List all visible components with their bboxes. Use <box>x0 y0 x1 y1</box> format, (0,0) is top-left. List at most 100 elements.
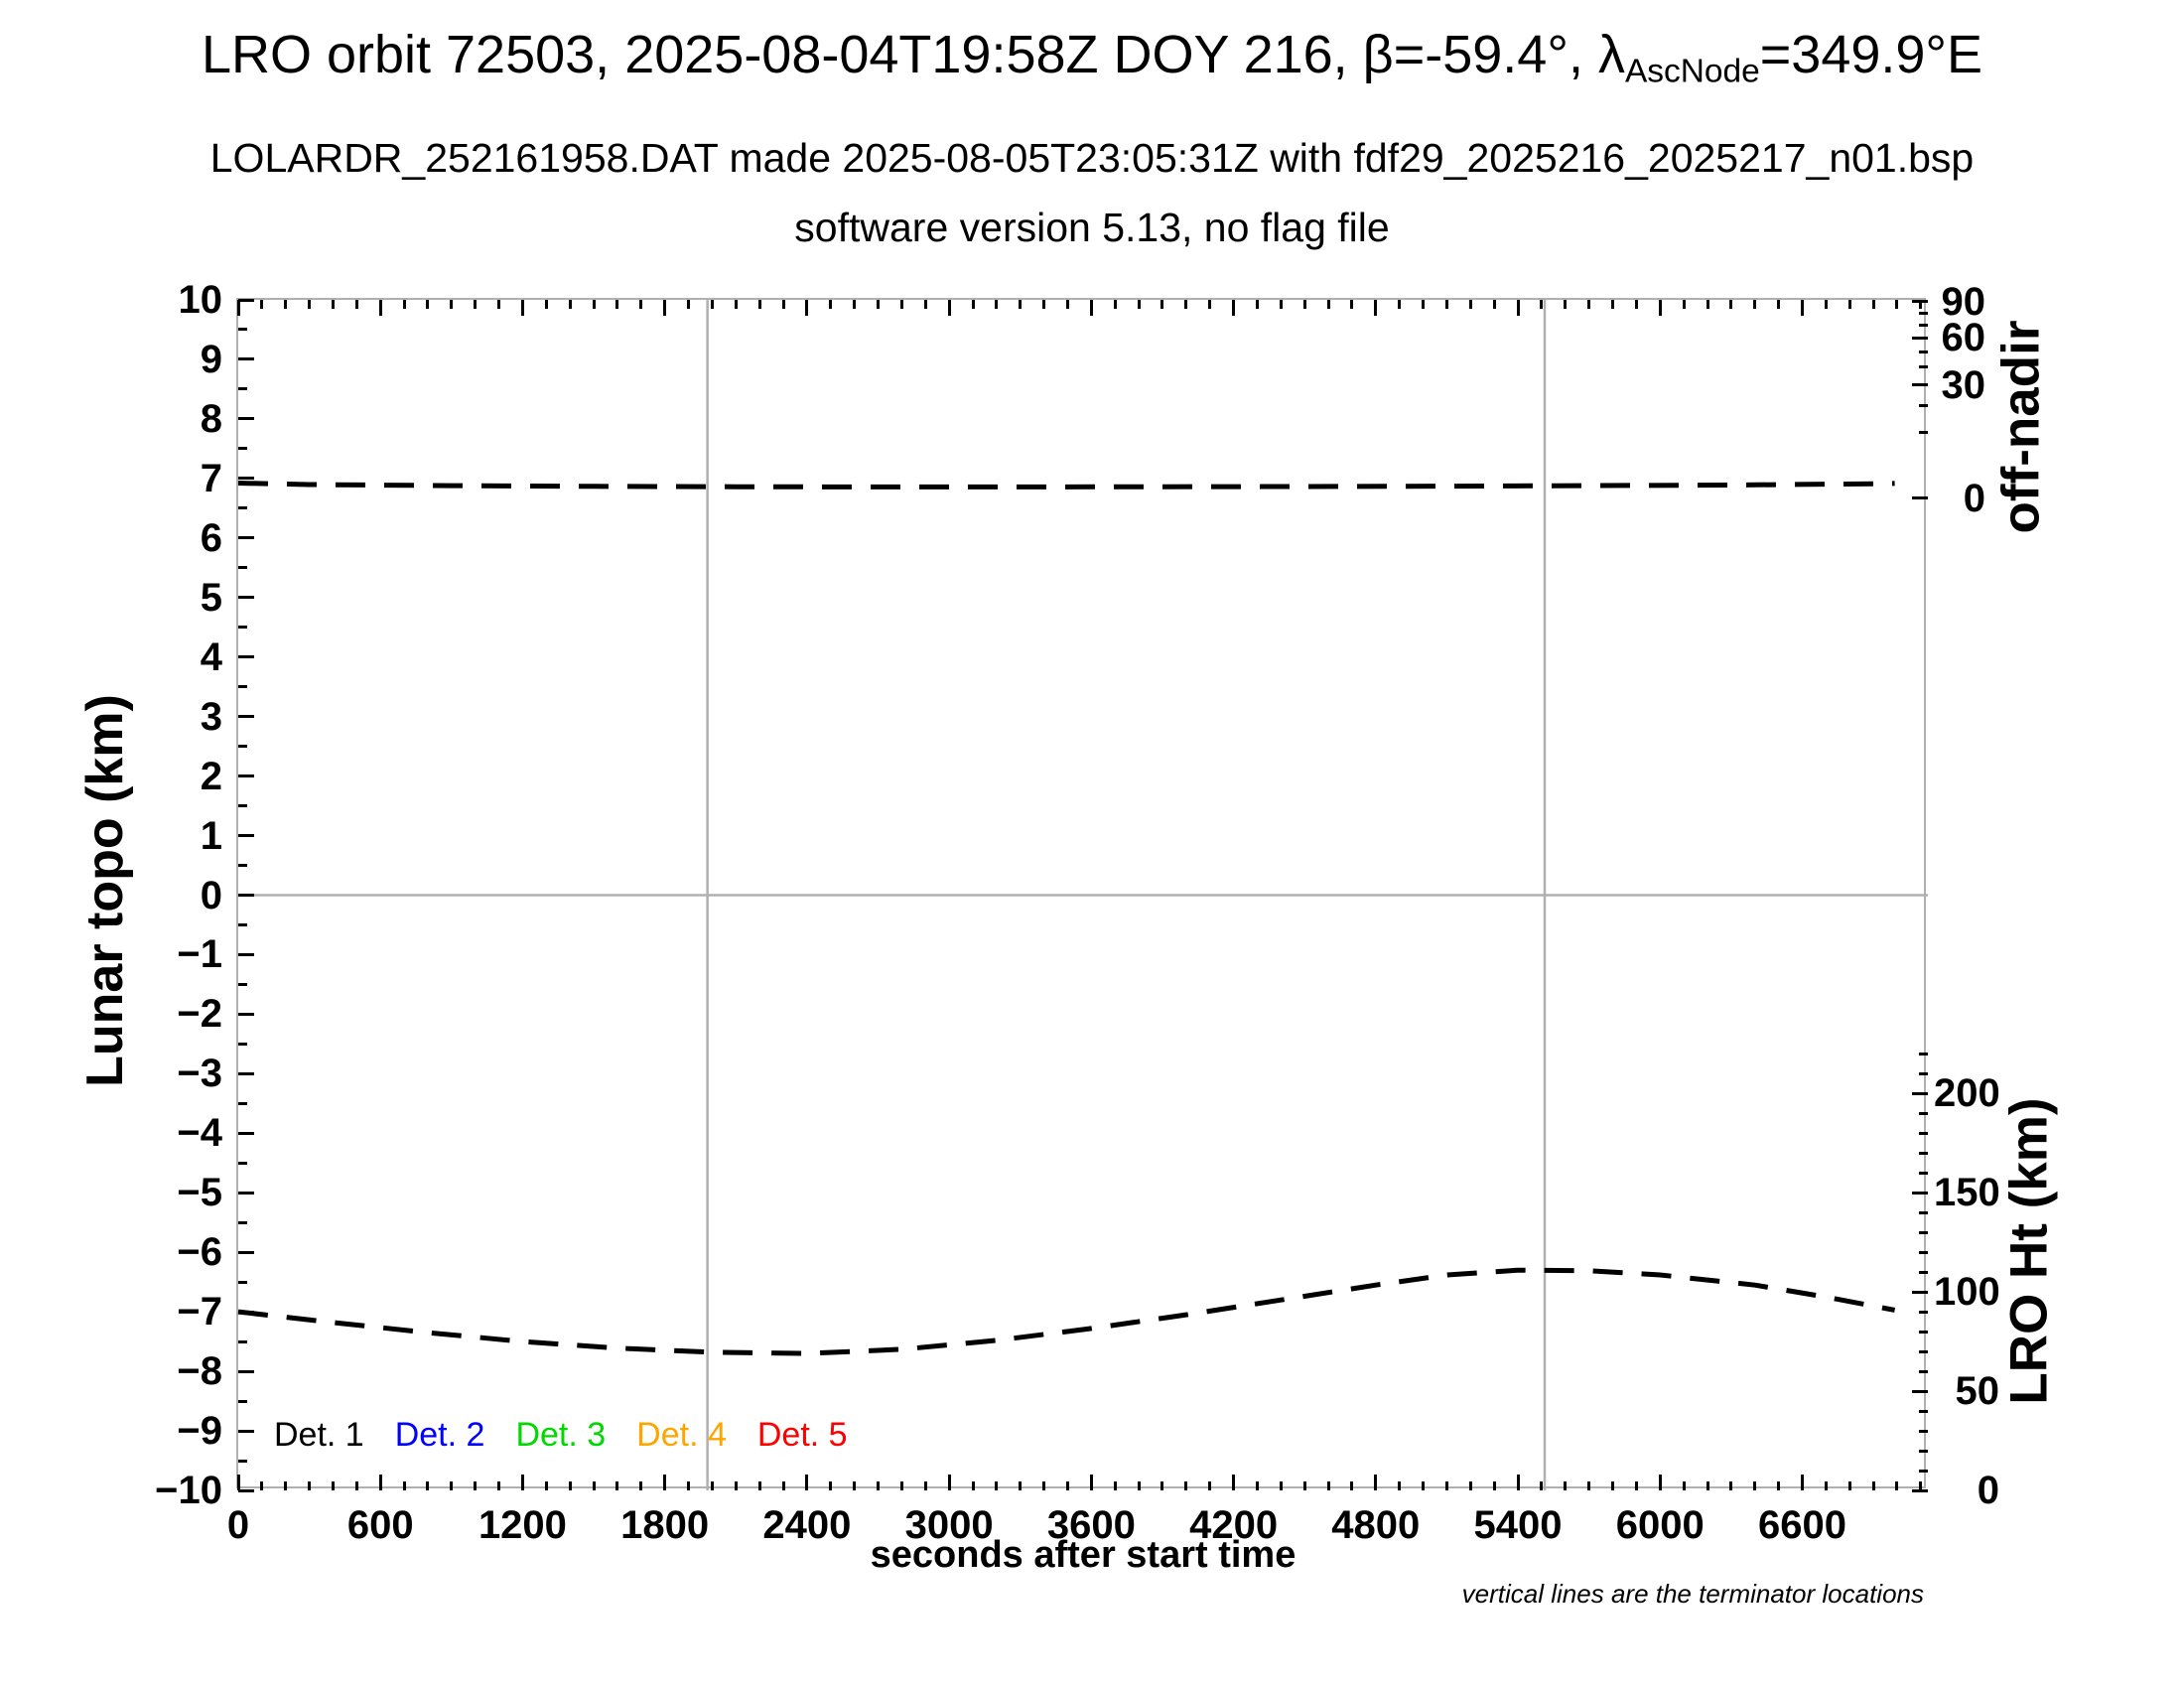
x-axis-tick <box>1137 1481 1141 1490</box>
x-axis-top-tick <box>402 300 406 309</box>
x-axis-top-tick <box>1089 300 1093 316</box>
x-axis-tick <box>1753 1481 1757 1490</box>
x-axis-top-tick <box>1540 300 1544 309</box>
left-axis-tick <box>238 1071 254 1075</box>
off-nadir-minor-tick <box>1919 404 1928 408</box>
lro-ht-tick <box>1912 1389 1928 1393</box>
x-axis-top-tick <box>853 300 857 309</box>
off-nadir-tick-label: 60 <box>1941 316 1986 360</box>
left-axis-tick <box>238 447 247 451</box>
x-axis-tick <box>520 1475 524 1490</box>
lro-ht-minor-tick <box>1919 1429 1928 1433</box>
off-nadir-tick-label: 90 <box>1941 279 1986 324</box>
x-axis-top-tick <box>687 300 691 309</box>
y-axis-title-off-nadir: off-nadir <box>1991 320 2051 534</box>
x-axis-top-tick <box>615 300 619 309</box>
lro-ht-tick-label: 200 <box>1934 1071 2000 1116</box>
x-axis-tick <box>734 1481 738 1490</box>
lro-ht-minor-tick <box>1919 1151 1928 1155</box>
x-axis-tick <box>354 1481 358 1490</box>
x-axis-tick <box>1089 1475 1093 1490</box>
lro-ht-minor-tick <box>1919 1111 1928 1115</box>
x-axis-tick <box>544 1481 548 1490</box>
left-axis-tick <box>238 477 254 481</box>
x-axis-tick <box>474 1481 478 1490</box>
legend-item-det-2: Det. 2 <box>394 1416 485 1454</box>
x-axis-top-tick <box>450 300 454 309</box>
lro-ht-minor-tick <box>1919 1469 1928 1473</box>
x-axis-tick <box>568 1481 572 1490</box>
x-axis-tick <box>923 1481 927 1490</box>
x-axis-top-tick <box>1919 300 1923 309</box>
left-axis-tick <box>238 774 254 778</box>
left-axis-tick <box>238 952 254 956</box>
left-axis-tick <box>238 804 247 808</box>
x-axis-tick <box>1065 1481 1069 1490</box>
x-axis-tick <box>1232 1475 1236 1490</box>
x-axis-top-tick <box>829 300 833 309</box>
off-nadir-minor-tick <box>1919 431 1928 435</box>
off-nadir-tick <box>1912 496 1928 500</box>
left-axis-tick-label: −2 <box>177 992 222 1037</box>
lro-ht-minor-tick <box>1919 1230 1928 1234</box>
x-axis-tick <box>1492 1481 1496 1490</box>
left-axis-tick <box>238 1339 247 1343</box>
x-axis-tick <box>1468 1481 1472 1490</box>
left-axis-tick-label: −8 <box>177 1349 222 1394</box>
x-axis-top-tick <box>899 300 903 309</box>
lro-ht-tick <box>1912 1091 1928 1095</box>
x-axis-tick <box>1611 1481 1615 1490</box>
x-axis-tick <box>1019 1481 1023 1490</box>
x-axis-top-tick <box>1255 300 1259 309</box>
series-lines-group <box>237 481 1896 1356</box>
x-axis-top-tick <box>474 300 478 309</box>
x-axis-tick-label: 6000 <box>1615 1503 1705 1547</box>
x-axis-top-tick <box>1326 300 1330 309</box>
left-axis-tick <box>238 1131 254 1135</box>
x-axis-top-tick <box>1374 300 1378 316</box>
title-lambda-subscript: AscNode <box>1624 53 1760 90</box>
left-axis-tick <box>238 1220 247 1224</box>
x-axis-top-tick <box>426 300 430 309</box>
x-axis-tick-label: 4800 <box>1331 1503 1421 1547</box>
x-axis-tick <box>1302 1481 1306 1490</box>
subtitle-file-line: LOLARDR_252161958.DAT made 2025-08-05T23… <box>209 135 1975 181</box>
x-axis-tick <box>1113 1481 1117 1490</box>
left-axis-tick <box>238 1310 254 1314</box>
x-axis-top-tick <box>236 300 240 316</box>
left-axis-tick <box>238 1101 247 1105</box>
lro-ht-minor-tick <box>1919 1270 1928 1274</box>
left-axis-tick <box>238 982 247 986</box>
x-axis-top-tick <box>568 300 572 309</box>
left-axis-tick-label: 3 <box>200 694 222 739</box>
x-axis-tick <box>260 1481 264 1490</box>
off-nadir-minor-tick <box>1919 350 1928 353</box>
x-axis-tick <box>1658 1475 1662 1490</box>
left-axis-tick <box>238 1191 254 1195</box>
left-axis-tick-label: 2 <box>200 754 222 798</box>
x-axis-top-tick <box>1042 300 1046 309</box>
x-axis-top-tick <box>805 300 809 316</box>
x-axis-tick <box>710 1481 714 1490</box>
left-axis-tick <box>238 1042 247 1046</box>
x-axis-top-tick <box>1871 300 1875 309</box>
x-axis-tick-label: 4200 <box>1189 1503 1279 1547</box>
x-axis-top-tick <box>1706 300 1709 309</box>
x-axis-top-tick <box>1492 300 1496 309</box>
lro-ht-minor-tick <box>1919 1210 1928 1214</box>
x-axis-top-tick <box>1398 300 1402 309</box>
x-axis-title: seconds after start time <box>870 1534 1297 1576</box>
x-axis-top-tick <box>1753 300 1757 309</box>
left-axis-tick <box>238 566 247 570</box>
x-axis-top-tick <box>1634 300 1638 309</box>
left-axis-tick <box>238 417 254 421</box>
page-title: LRO orbit 72503, 2025-08-04T19:58Z DOY 2… <box>0 24 2184 90</box>
left-axis-tick <box>238 864 247 868</box>
x-axis-tick <box>331 1481 335 1490</box>
x-axis-tick <box>1516 1475 1520 1490</box>
x-axis-tick <box>853 1481 857 1490</box>
legend-item-det-5: Det. 5 <box>756 1416 848 1454</box>
x-axis-top-tick <box>308 300 312 309</box>
lro-ht-minor-tick <box>1919 1409 1928 1413</box>
